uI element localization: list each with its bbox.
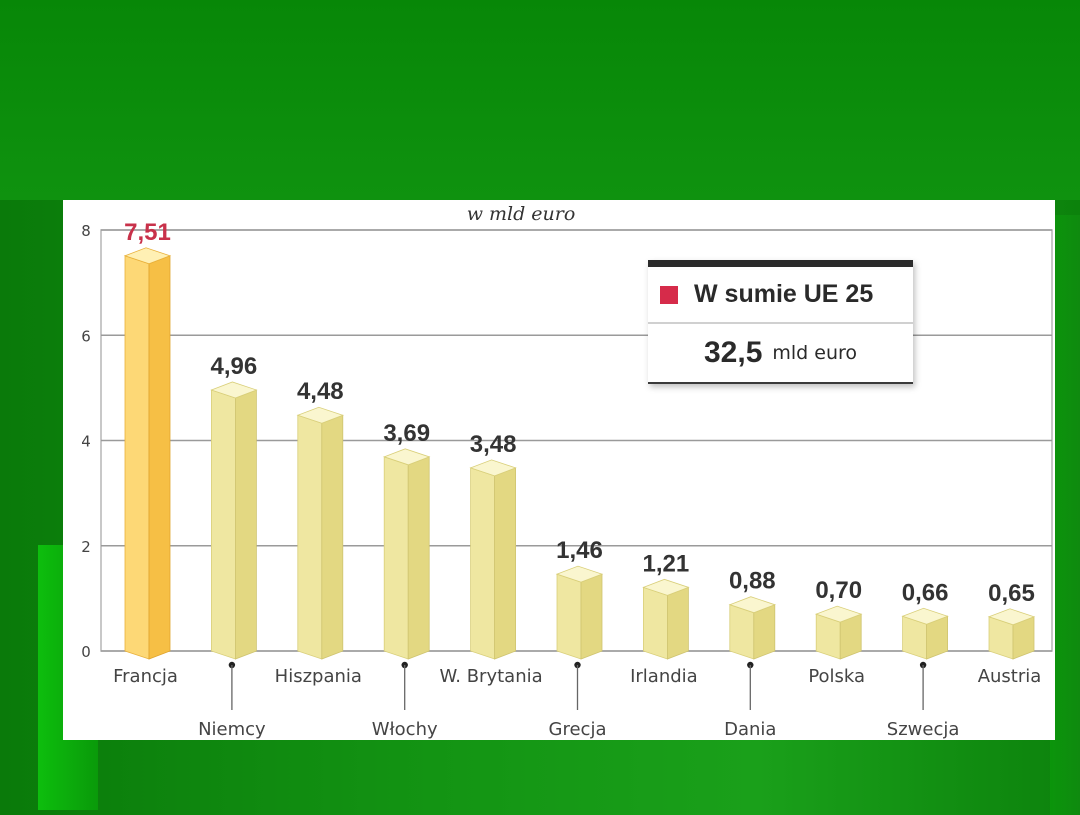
legend-swatch <box>660 285 678 304</box>
callout-total-value: 32,5 <box>703 336 763 369</box>
bar-front <box>470 467 496 660</box>
bar-front <box>210 389 236 660</box>
y-tick-label: 6 <box>81 327 91 345</box>
bar-side <box>234 389 257 660</box>
x-category-label: Polska <box>808 666 865 687</box>
bar-top <box>815 605 863 623</box>
category-leader-dot <box>228 661 236 669</box>
y-tick-label: 2 <box>81 538 91 556</box>
x-category-label: Francja <box>113 666 178 687</box>
x-category-label: Hiszpania <box>275 666 362 687</box>
y-tick-label: 4 <box>81 433 91 451</box>
x-category-label: Włochy <box>372 719 438 740</box>
bar-top <box>987 608 1036 626</box>
x-category-label: Irlandia <box>630 666 698 687</box>
x-category-label: Szwecja <box>887 719 960 740</box>
callout-total-row: 32,5 mld euro <box>648 324 913 384</box>
bar-value-label: 4,96 <box>211 353 258 380</box>
chart-panel: w mld euro 0 2 4 6 8 7,51 Francja 4,96 Niemcy 4,48… <box>63 200 1055 740</box>
bar-side <box>580 573 603 660</box>
bar-front <box>556 573 582 660</box>
category-leader-dot <box>401 661 408 669</box>
bar-value-label: 3,69 <box>383 420 430 447</box>
bar-value-label: 0,66 <box>902 579 949 606</box>
x-category-label: Grecja <box>549 719 607 740</box>
x-category-label: W. Brytania <box>440 666 543 687</box>
chart-title: w mld euro <box>467 203 576 225</box>
bar-top <box>901 607 949 625</box>
category-leader-dot <box>574 661 581 669</box>
callout-heading-row: W sumie UE 25 <box>648 267 913 324</box>
slide-decor-stripe-right <box>1050 215 1080 815</box>
callout-heading: W sumie UE 25 <box>694 280 874 308</box>
bar-value-label: 3,48 <box>470 431 517 458</box>
bar-side <box>321 414 344 660</box>
bar-value-label: 1,46 <box>556 537 603 564</box>
callout-total-unit: mld euro <box>772 342 858 364</box>
bar-front <box>383 456 409 660</box>
bar-front <box>643 586 668 660</box>
bar-front <box>124 255 150 660</box>
bar-side <box>753 604 776 660</box>
bar-front <box>729 604 755 660</box>
bar-top <box>383 448 431 466</box>
total-callout: W sumie UE 25 32,5 mld euro <box>648 260 913 384</box>
bar-side <box>148 255 171 660</box>
bar-front <box>297 414 323 660</box>
slide-header-band <box>0 0 1080 200</box>
y-tick-label: 0 <box>81 643 91 661</box>
bar-value-label: 4,48 <box>297 378 344 405</box>
x-category-label: Austria <box>978 666 1042 687</box>
bar-top <box>555 565 604 583</box>
bar-value-label: 0,70 <box>815 577 862 604</box>
bar-top <box>642 578 690 596</box>
x-category-label: Niemcy <box>198 719 266 740</box>
bar-value-label: 7,51 <box>124 219 171 246</box>
bar-top <box>296 406 344 424</box>
bar-side <box>667 586 689 660</box>
bar-top <box>728 596 776 614</box>
bar-top <box>469 459 517 477</box>
bar-side <box>407 456 430 660</box>
bar-top <box>210 381 258 399</box>
bar-value-label: 0,65 <box>988 580 1035 607</box>
bar-side <box>494 467 517 660</box>
category-leader-dot <box>747 661 754 669</box>
bar-value-label: 1,21 <box>643 550 690 577</box>
category-leader-dot <box>919 661 927 669</box>
x-category-label: Dania <box>724 719 776 740</box>
y-tick-label: 8 <box>81 222 91 240</box>
bar-top <box>123 247 172 265</box>
bar-value-label: 0,88 <box>729 568 776 595</box>
